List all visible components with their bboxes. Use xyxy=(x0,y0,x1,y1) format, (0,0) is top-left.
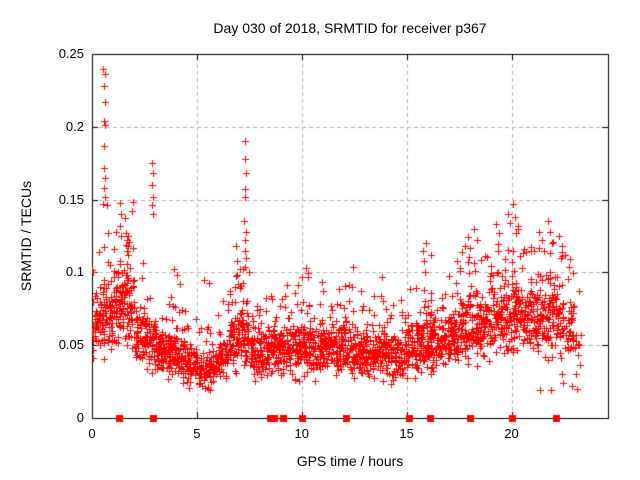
x-tick-label: 10 xyxy=(294,426,309,441)
x-axis-label: GPS time / hours xyxy=(296,453,404,469)
y-tick-label: 0.2 xyxy=(65,118,84,134)
x-tick-label: 5 xyxy=(193,426,201,441)
y-tick-label: 0.15 xyxy=(58,191,84,207)
y-tick-label: 0.1 xyxy=(65,264,84,280)
y-tick-label: 0 xyxy=(76,410,84,425)
chart-title: Day 030 of 2018, SRMTID for receiver p36… xyxy=(213,20,487,36)
x-tick-label: 15 xyxy=(399,426,414,441)
y-tick-label: 0.05 xyxy=(58,337,84,353)
x-tick-label: 20 xyxy=(504,426,519,441)
x-tick-label: 0 xyxy=(88,426,96,441)
y-axis-label: SRMTID / TECUs xyxy=(18,180,34,292)
y-tick-label: 0.25 xyxy=(58,46,84,61)
